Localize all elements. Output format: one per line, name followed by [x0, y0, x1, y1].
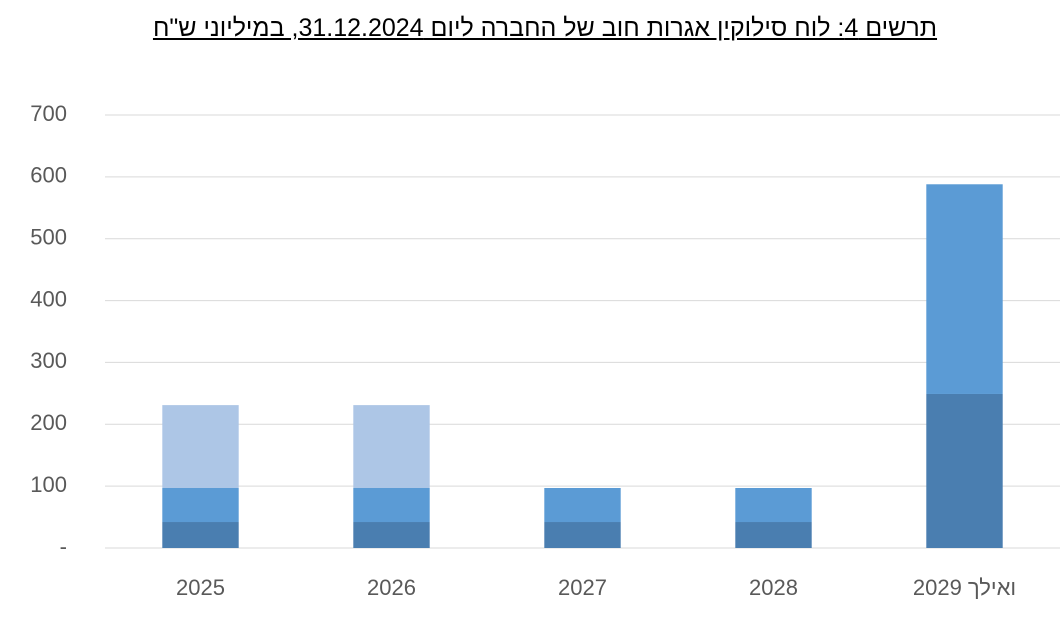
x-tick-label: 2027 [558, 575, 607, 600]
x-tick-label: 2028 [749, 575, 798, 600]
x-tick-label: 2029 ואילך [913, 575, 1016, 600]
y-tick-label: 700 [30, 101, 67, 126]
bar-segment [544, 522, 621, 548]
y-tick-label: 600 [30, 163, 67, 188]
bar-segment [735, 522, 812, 548]
x-tick-label: 2025 [176, 575, 225, 600]
bar-segment [353, 405, 430, 488]
bar-segment [544, 487, 621, 523]
y-tick-label: - [60, 534, 67, 559]
bar-segment [162, 487, 239, 523]
bar-segment [926, 393, 1003, 548]
bar-segment [162, 405, 239, 488]
bar-segment [353, 487, 430, 523]
y-tick-label: 500 [30, 225, 67, 250]
y-tick-label: 400 [30, 286, 67, 311]
bar-segment [162, 522, 239, 548]
bar-segment [926, 184, 1003, 394]
y-tick-label: 300 [30, 348, 67, 373]
y-tick-label: 200 [30, 410, 67, 435]
bar-segment [353, 522, 430, 548]
bar-segment [735, 487, 812, 523]
x-tick-label: 2026 [367, 575, 416, 600]
chart-title: תרשים 4: לוח סילוקין אגרות חוב של החברה … [152, 14, 938, 42]
y-tick-label: 100 [30, 472, 67, 497]
